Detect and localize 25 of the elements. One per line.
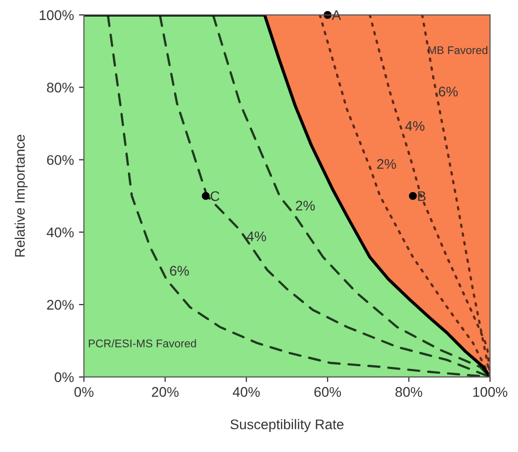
y-tick-label: 0% — [54, 372, 74, 382]
annotation: PCR/ESI-MS Favored — [88, 339, 196, 348]
x-tick-label: 100% — [473, 387, 508, 397]
x-tick-label: 40% — [232, 387, 260, 397]
y-tick-label: 40% — [46, 227, 74, 238]
annotation: MB Favored — [428, 46, 488, 54]
annotation: A — [332, 10, 341, 20]
y-tick-label: 80% — [47, 82, 74, 92]
x-tick-label: 20% — [152, 387, 179, 397]
annotation: 4% — [246, 232, 266, 242]
x-tick-label: 60% — [314, 387, 341, 397]
annotation: 6% — [170, 266, 189, 276]
annotation: 6% — [438, 86, 458, 96]
y-axis-title: Relative Importance — [14, 134, 28, 257]
x-tick-label: 80% — [396, 387, 422, 397]
x-tick-label: 0% — [74, 387, 94, 397]
x-axis-title: Susceptibility Rate — [230, 419, 344, 432]
annotation: 4% — [405, 121, 424, 131]
annotation: 2% — [296, 200, 315, 210]
annotation: 2% — [377, 159, 396, 169]
annotation: B — [418, 191, 426, 201]
y-tick-label: 100% — [40, 10, 74, 20]
annotation: C — [210, 191, 220, 202]
y-tick-label: 60% — [47, 155, 74, 165]
y-tick-label: 20% — [47, 300, 74, 310]
